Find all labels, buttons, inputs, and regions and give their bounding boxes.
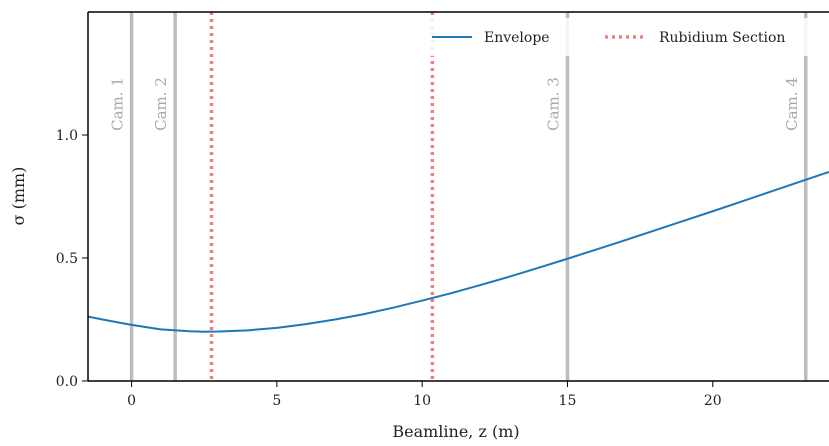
x-tick-label: 0 xyxy=(127,393,136,409)
camera-label-1: Cam. 1 xyxy=(109,77,127,131)
x-tick-label: 10 xyxy=(413,393,431,409)
y-axis-label: σ (mm) xyxy=(9,167,28,226)
x-tick-label: 5 xyxy=(272,393,281,409)
plot-area: Cam. 1 Cam. 2 Cam. 3 Cam. 4 xyxy=(88,12,829,381)
x-axis-label: Beamline, z (m) xyxy=(392,422,519,441)
legend-rubidium-label: Rubidium Section xyxy=(659,30,785,46)
series-line-envelope xyxy=(88,170,829,333)
axes: 0 5 10 15 20 0.0 0.5 1.0 xyxy=(56,11,829,409)
y-tick-label: 0.0 xyxy=(56,374,78,390)
camera-label-4: Cam. 4 xyxy=(783,77,801,131)
camera-label-2: Cam. 2 xyxy=(152,77,170,131)
legend: Envelope Rubidium Section xyxy=(420,18,824,56)
legend-envelope-label: Envelope xyxy=(484,30,550,46)
x-tick-label: 20 xyxy=(704,393,722,409)
x-tick-label: 15 xyxy=(559,393,577,409)
y-tick-label: 1.0 xyxy=(56,128,78,144)
camera-label-3: Cam. 3 xyxy=(544,77,562,131)
y-tick-label: 0.5 xyxy=(56,251,78,267)
